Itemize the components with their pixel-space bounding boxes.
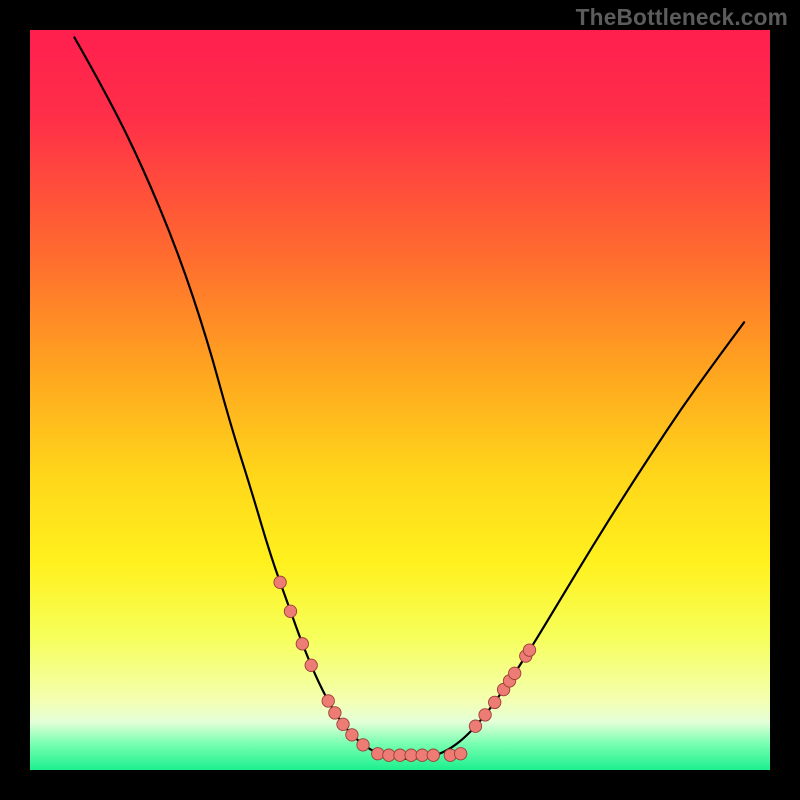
data-marker [427, 749, 439, 761]
data-marker [509, 667, 521, 679]
data-marker [337, 718, 349, 730]
data-marker [394, 749, 406, 761]
data-marker [523, 644, 535, 656]
data-marker [405, 749, 417, 761]
data-marker [489, 696, 501, 708]
data-marker [296, 638, 308, 650]
plot-background [30, 30, 770, 770]
data-marker [479, 709, 491, 721]
data-marker [469, 720, 481, 732]
chart-container: { "watermark": { "text": "TheBottleneck.… [0, 0, 800, 800]
data-marker [305, 659, 317, 671]
chart-svg [0, 0, 800, 800]
data-marker [383, 749, 395, 761]
data-marker [322, 695, 334, 707]
data-marker [346, 729, 358, 741]
data-marker [454, 748, 466, 760]
data-marker [284, 605, 296, 617]
data-marker [357, 739, 369, 751]
data-marker [329, 707, 341, 719]
data-marker [372, 748, 384, 760]
data-marker [274, 576, 286, 588]
data-marker [416, 749, 428, 761]
